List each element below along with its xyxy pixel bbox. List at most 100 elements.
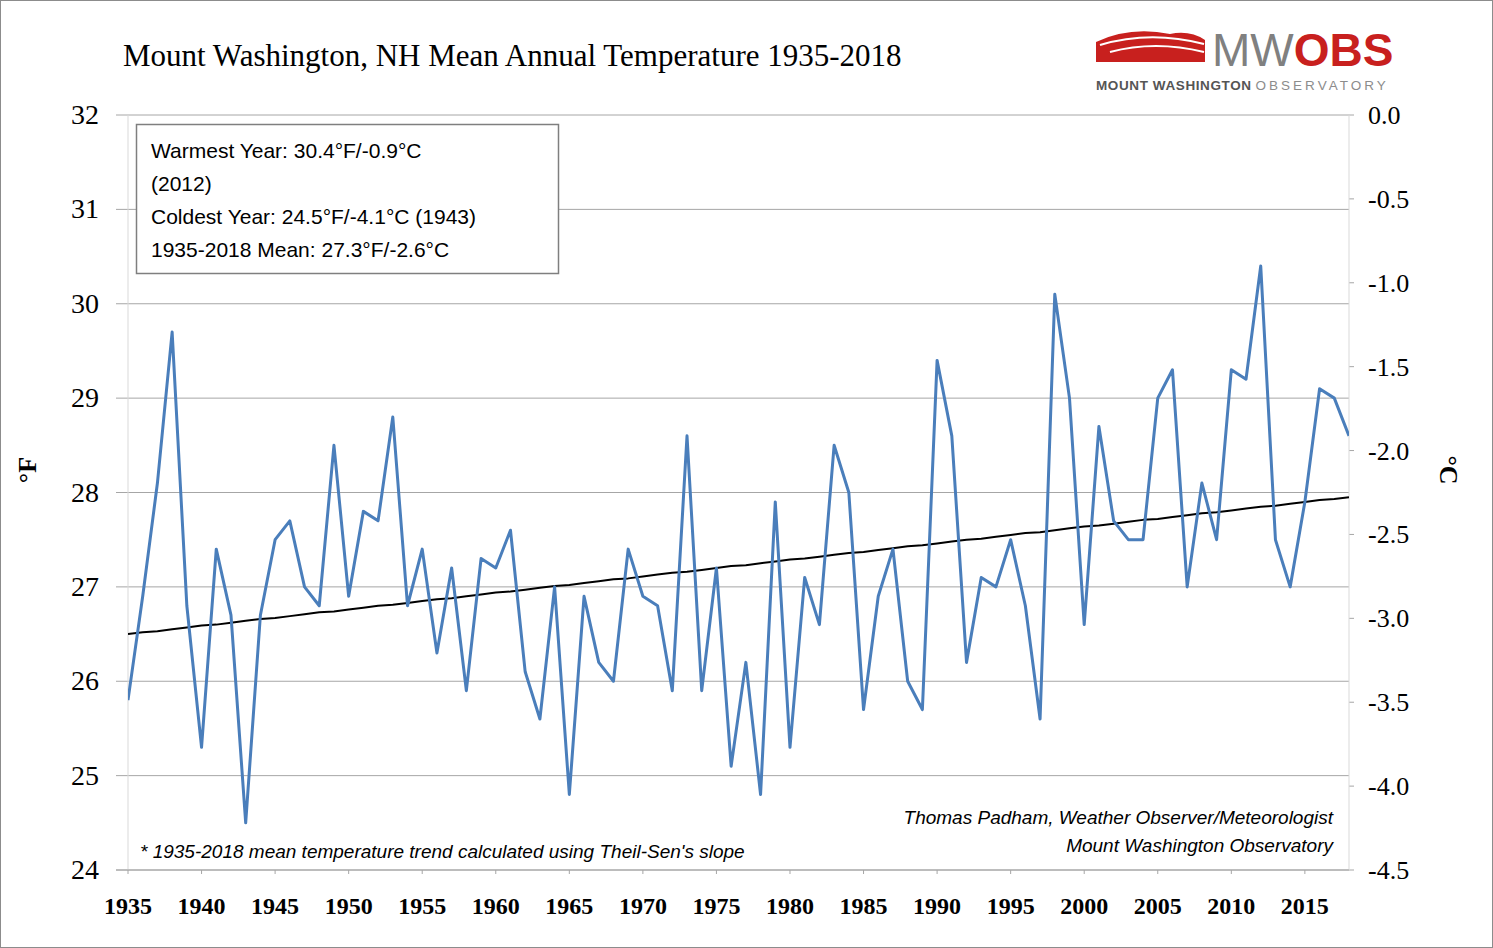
- x-tick: [1084, 870, 1085, 874]
- chart: Mount Washington, NH Mean Annual Tempera…: [0, 0, 1493, 948]
- y2-tick: [1349, 786, 1354, 787]
- y2-tick: [1349, 282, 1354, 283]
- credit: Thomas Padham, Weather Observer/Meteorol…: [904, 807, 1334, 828]
- x-tick: [495, 870, 496, 874]
- logo-stripe: [1100, 37, 1204, 45]
- y-tick-label: 24: [71, 854, 99, 885]
- y2-tick-label: -3.0: [1368, 604, 1409, 633]
- y2-tick-label: -2.0: [1368, 437, 1409, 466]
- y2-tick-label: -1.0: [1368, 269, 1409, 298]
- x-tick-label: 1995: [987, 893, 1035, 919]
- x-tick: [789, 870, 790, 874]
- footnote: * 1935-2018 mean temperature trend calcu…: [140, 841, 745, 862]
- y2-axis-line: [1349, 115, 1350, 870]
- y2-tick: [1349, 870, 1354, 871]
- x-tick: [1231, 870, 1232, 874]
- y-tick-label: 26: [71, 665, 99, 696]
- y2-tick-label: -3.5: [1368, 688, 1409, 717]
- plot-area: [128, 266, 1349, 823]
- y2-tick-label: -4.0: [1368, 772, 1409, 801]
- y2-tick: [1349, 198, 1354, 199]
- x-tick-label: 1980: [766, 893, 814, 919]
- logo-name: MOUNT WASHINGTON OBSERVATORY: [1096, 78, 1389, 93]
- y2-axis-label: °C: [1434, 455, 1463, 484]
- annotation: Warmest Year: 30.4°F/-0.9°C: [151, 139, 421, 162]
- grid-line: [116, 586, 1349, 587]
- y-tick-label: 31: [71, 193, 99, 224]
- grid-line: [116, 492, 1349, 493]
- x-tick-label: 1985: [840, 893, 888, 919]
- annotation: (2012): [151, 172, 212, 195]
- trend-line: [128, 497, 1349, 634]
- y2-tick: [1349, 115, 1354, 116]
- x-tick: [275, 870, 276, 874]
- grid-line: [116, 681, 1349, 682]
- title: Mount Washington, NH Mean Annual Tempera…: [123, 38, 902, 73]
- y2-tick-label: -2.5: [1368, 520, 1409, 549]
- x-tick-label: 1955: [398, 893, 446, 919]
- grid-line: [116, 303, 1349, 304]
- y2-tick-label: -0.5: [1368, 185, 1409, 214]
- grid-line: [116, 775, 1349, 776]
- y-tick-label: 29: [71, 382, 99, 413]
- annotation: Coldest Year: 24.5°F/-4.1°C (1943): [151, 205, 476, 228]
- x-tick: [937, 870, 938, 874]
- credit: Mount Washington Observatory: [1066, 835, 1334, 856]
- y-axis-label: °F: [13, 457, 42, 483]
- x-tick-label: 2015: [1281, 893, 1329, 919]
- x-tick-label: 1975: [692, 893, 740, 919]
- x-tick-label: 1965: [545, 893, 593, 919]
- logo-mark: MWOBS: [1212, 24, 1393, 76]
- x-tick: [716, 870, 717, 874]
- frame: [1, 1, 1493, 948]
- x-tick-label: 1945: [251, 893, 299, 919]
- annotation-box: [137, 125, 559, 274]
- data-line: [128, 266, 1349, 823]
- x-tick: [128, 870, 129, 874]
- x-axis-line: [116, 870, 1349, 871]
- y2-tick: [1349, 618, 1354, 619]
- x-tick: [1304, 870, 1305, 874]
- x-tick: [863, 870, 864, 874]
- x-tick-label: 1935: [104, 893, 152, 919]
- logo-mark-left: MW: [1212, 24, 1294, 76]
- x-tick-label: 2010: [1207, 893, 1255, 919]
- y2-tick: [1349, 366, 1354, 367]
- y2-tick-label: 0.0: [1368, 101, 1401, 130]
- grid-line: [116, 870, 1349, 871]
- y-tick-label: 32: [71, 99, 99, 130]
- x-tick-label: 1950: [325, 893, 373, 919]
- y2-tick: [1349, 534, 1354, 535]
- x-tick: [422, 870, 423, 874]
- y2-tick-label: -1.5: [1368, 353, 1409, 382]
- logo-stripe: [1110, 46, 1204, 52]
- x-tick: [201, 870, 202, 874]
- x-tick: [569, 870, 570, 874]
- x-tick-label: 1940: [178, 893, 226, 919]
- x-tick-label: 1960: [472, 893, 520, 919]
- y2-tick: [1349, 702, 1354, 703]
- x-tick: [642, 870, 643, 874]
- x-tick-label: 2000: [1060, 893, 1108, 919]
- y-tick-label: 25: [71, 760, 99, 791]
- annotation: 1935-2018 Mean: 27.3°F/-2.6°C: [151, 238, 449, 261]
- x-tick: [348, 870, 349, 874]
- x-tick-label: 2005: [1134, 893, 1182, 919]
- y-tick-label: 28: [71, 477, 99, 508]
- y-tick-label: 27: [71, 571, 99, 602]
- logo-shape: [1096, 31, 1205, 62]
- x-tick: [1010, 870, 1011, 874]
- x-tick-label: 1990: [913, 893, 961, 919]
- x-tick-label: 1970: [619, 893, 667, 919]
- y-tick-label: 30: [71, 288, 99, 319]
- logo-name-light: OBSERVATORY: [1256, 78, 1389, 93]
- grid-line: [116, 398, 1349, 399]
- y2-tick: [1349, 450, 1354, 451]
- y-axis-line: [128, 115, 129, 870]
- grid-line: [116, 115, 1349, 116]
- logo: MWOBS MOUNT WASHINGTON OBSERVATORY: [1096, 24, 1393, 93]
- x-tick: [1157, 870, 1158, 874]
- logo-mark-right: OBS: [1294, 24, 1394, 76]
- y2-tick-label: -4.5: [1368, 856, 1409, 885]
- logo-name-bold: MOUNT WASHINGTON: [1096, 78, 1252, 93]
